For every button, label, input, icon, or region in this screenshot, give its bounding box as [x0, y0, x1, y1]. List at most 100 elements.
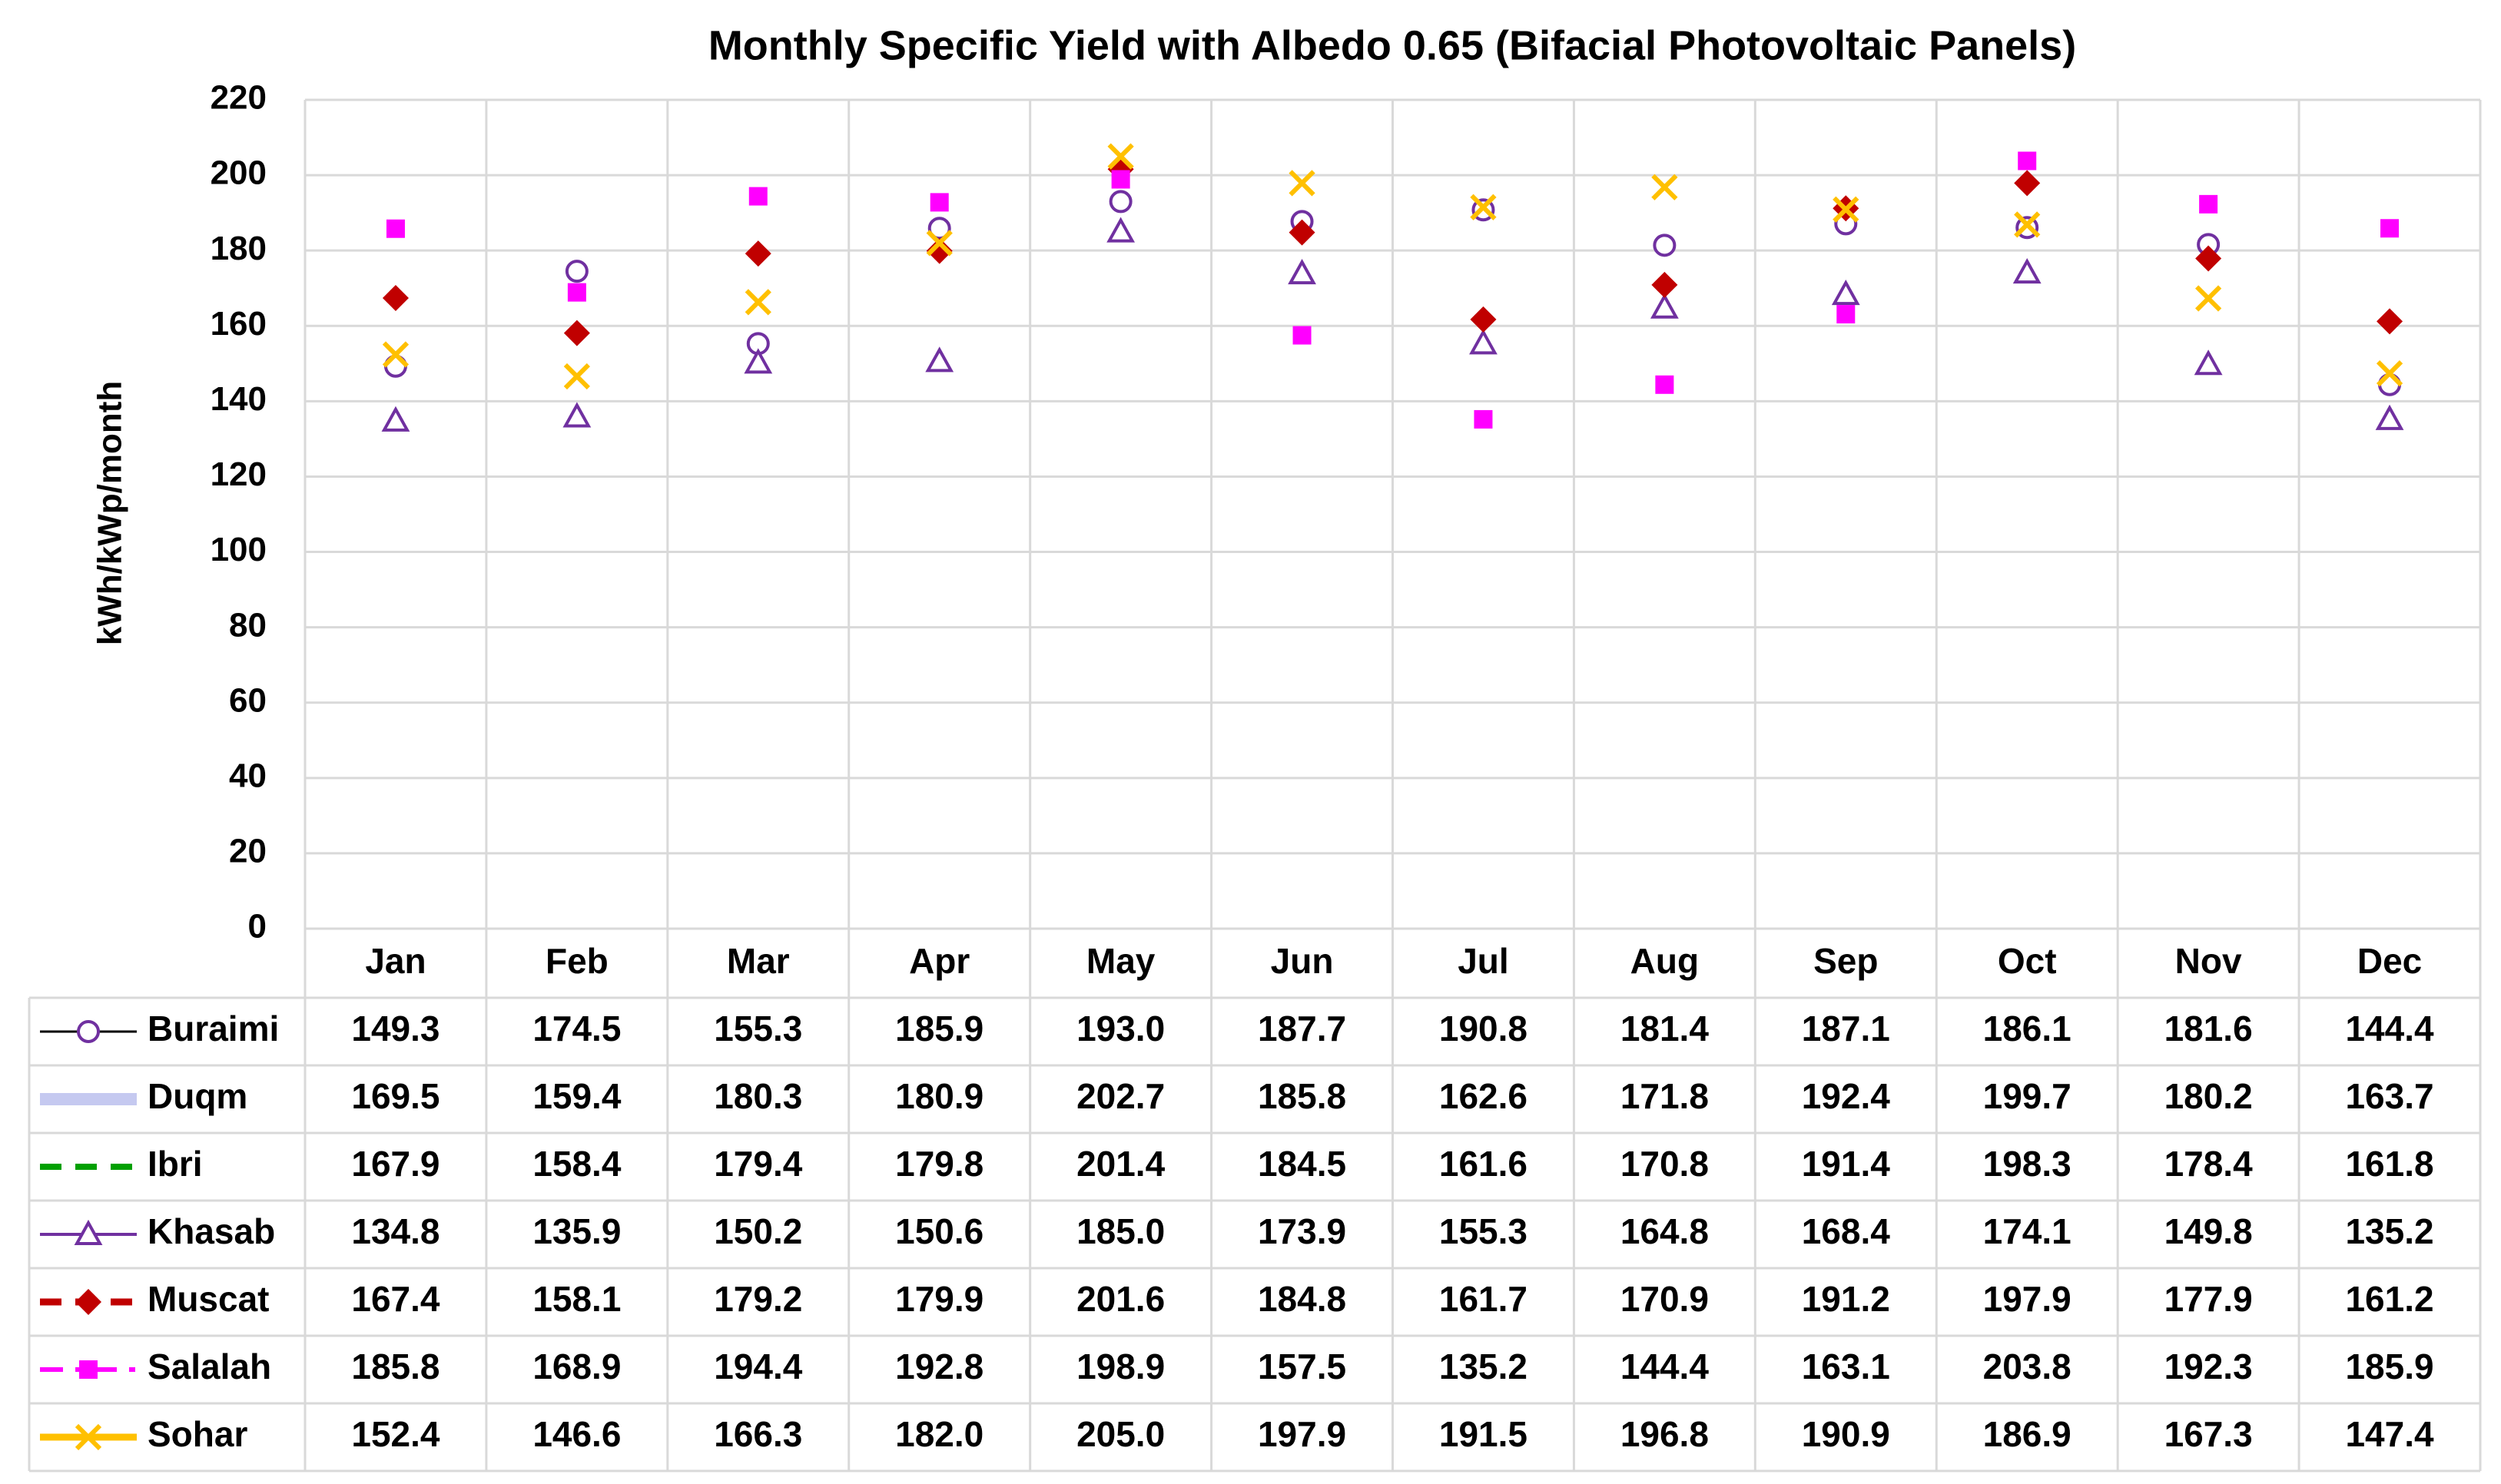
- marker: [2375, 404, 2404, 430]
- marker: [1651, 271, 1678, 298]
- marker: [1288, 258, 1316, 285]
- table-value: 192.8: [895, 1347, 983, 1386]
- marker: [1833, 196, 1859, 223]
- table-value: 193.0: [1076, 1009, 1165, 1048]
- table-value: 192.3: [2164, 1347, 2253, 1386]
- table-value: 184.8: [1258, 1279, 1346, 1319]
- table-value: 150.2: [714, 1211, 802, 1251]
- table-value: 171.8: [1620, 1076, 1709, 1116]
- legend-label: Buraimi: [148, 1009, 279, 1048]
- y-tick-label: 0: [248, 908, 267, 946]
- table-value: 135.9: [532, 1211, 621, 1251]
- table-value: 161.2: [2345, 1279, 2433, 1319]
- table-value: 164.8: [1620, 1211, 1709, 1251]
- table-value: 159.4: [532, 1076, 622, 1116]
- legend-label: Muscat: [148, 1279, 269, 1319]
- y-tick-label: 120: [211, 455, 267, 493]
- table-value: 168.9: [532, 1347, 621, 1386]
- marker: [1470, 194, 1497, 220]
- table-value: 170.9: [1620, 1279, 1709, 1319]
- marker: [1836, 305, 1856, 324]
- table-value: 161.8: [2345, 1144, 2433, 1184]
- marker: [745, 289, 771, 316]
- table-value: 135.2: [1439, 1347, 1527, 1386]
- marker: [1289, 219, 1315, 246]
- table-value: 174.5: [532, 1009, 621, 1048]
- marker: [926, 237, 953, 264]
- marker: [2014, 170, 2041, 197]
- y-tick-label: 200: [211, 154, 267, 192]
- x-tick-label: Jan: [365, 941, 426, 981]
- marker: [2199, 194, 2218, 214]
- y-axis-label: kWh/kWp/month: [91, 381, 129, 646]
- table-value: 149.8: [2164, 1211, 2253, 1251]
- x-tick-label: Aug: [1630, 941, 1699, 981]
- marker: [2014, 211, 2041, 238]
- marker: [74, 1219, 103, 1245]
- x-tick-label: Nov: [2175, 941, 2242, 981]
- y-tick-label: 20: [229, 833, 267, 870]
- marker: [381, 406, 410, 432]
- table-value: 205.0: [1076, 1414, 1165, 1454]
- table-value: 134.8: [351, 1211, 439, 1251]
- y-tick-label: 160: [211, 305, 267, 343]
- marker: [1831, 279, 1860, 306]
- table-value: 198.9: [1076, 1347, 1165, 1386]
- marker: [745, 240, 771, 267]
- table-value: 187.7: [1258, 1009, 1346, 1048]
- legend-label: Khasab: [148, 1211, 275, 1251]
- marker: [1650, 293, 1679, 319]
- marker: [386, 219, 405, 238]
- table-value: 198.3: [1983, 1144, 2071, 1184]
- table-value: 185.9: [895, 1009, 983, 1048]
- marker: [1469, 329, 1498, 355]
- table-value: 167.4: [351, 1279, 440, 1319]
- table-value: 157.5: [1258, 1347, 1346, 1386]
- table-value: 144.4: [2345, 1009, 2434, 1048]
- marker: [744, 348, 773, 374]
- table-value: 192.4: [1802, 1076, 1891, 1116]
- marker: [1292, 326, 1312, 345]
- table-value: 186.9: [1983, 1414, 2071, 1454]
- table-value: 150.6: [895, 1211, 983, 1251]
- table-value: 185.8: [351, 1347, 439, 1386]
- table-value: 181.4: [1620, 1009, 1710, 1048]
- table-value: 144.4: [1620, 1347, 1710, 1386]
- table-value: 181.6: [2164, 1009, 2253, 1048]
- legend-label: Salalah: [148, 1347, 271, 1386]
- marker: [1655, 375, 1674, 394]
- marker: [567, 283, 586, 302]
- marker: [1106, 217, 1136, 243]
- marker: [2195, 245, 2222, 272]
- marker: [748, 187, 768, 206]
- marker: [1653, 234, 1677, 257]
- marker: [79, 1360, 98, 1379]
- table-value: 185.8: [1258, 1076, 1346, 1116]
- marker: [926, 230, 953, 257]
- table-value: 185.9: [2345, 1347, 2433, 1386]
- table-value: 158.4: [532, 1144, 622, 1184]
- marker: [1651, 174, 1678, 200]
- marker: [1109, 190, 1133, 214]
- x-tick-label: Jun: [1271, 941, 1334, 981]
- marker: [1470, 306, 1497, 333]
- table-value: 166.3: [714, 1414, 802, 1454]
- x-tick-label: Apr: [909, 941, 970, 981]
- marker: [382, 284, 409, 311]
- legend-label: Duqm: [148, 1076, 247, 1116]
- table-value: 179.9: [895, 1279, 983, 1319]
- marker: [2018, 151, 2037, 171]
- marker: [2376, 359, 2403, 387]
- table-value: 194.4: [714, 1347, 803, 1386]
- marker: [2380, 219, 2400, 238]
- table-value: 152.4: [351, 1414, 440, 1454]
- table-value: 174.1: [1983, 1211, 2071, 1251]
- table-value: 147.4: [2345, 1414, 2434, 1454]
- table-value: 146.6: [532, 1414, 621, 1454]
- table-value: 197.9: [1258, 1414, 1346, 1454]
- chart-title: Monthly Specific Yield with Albedo 0.65 …: [708, 22, 2076, 68]
- x-tick-label: Mar: [727, 941, 790, 981]
- table-value: 177.9: [2164, 1279, 2253, 1319]
- table-value: 201.6: [1076, 1279, 1165, 1319]
- table-value: 180.9: [895, 1076, 983, 1116]
